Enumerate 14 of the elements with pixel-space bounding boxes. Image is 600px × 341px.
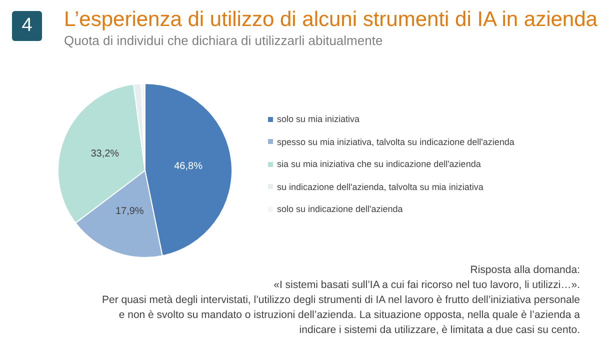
legend-label: solo su mia iniziativa: [276, 113, 361, 126]
data-label: 33,2%: [90, 148, 120, 160]
text: Risposta alla domanda:: [469, 263, 580, 278]
data-label: 17,9%: [115, 206, 144, 217]
legend-label: sia su mia iniziativa che su indicazione dell'azienda: [276, 158, 482, 172]
legend-label: su indicazione dell'azienda, talvolta su mia iniziativa: [276, 180, 484, 194]
text: Per quasi metà degli intervistati, l’utilizzo degli strumenti di IA nel lavoro è frutto dell’iniziativa personale e non è svolto su mandato o istruzioni dell’azienda. La situazione opposta, nella quale è l’azienda a indicare i sistemi da utilizzare, è limitata a due casi su cento.: [101, 293, 580, 338]
data-label: 46,8%: [174, 160, 203, 172]
legend-label: solo su indicazione dell'azienda: [276, 203, 404, 216]
chart-subtitle: Quota di individui che dichiara di utilizzarli abitualmente: [64, 33, 383, 48]
text: 4: [12, 11, 42, 41]
legend-label: spesso su mia iniziativa, talvolta su indicazione dell'azienda: [276, 136, 514, 149]
text: «I sistemi basati sull’IA a cui fai ricorso nel tuo lavoro, li utilizzi…».: [272, 278, 580, 293]
chart-title: L’esperienza di utilizzo di alcuni strumenti di IA in azienda: [64, 8, 598, 32]
